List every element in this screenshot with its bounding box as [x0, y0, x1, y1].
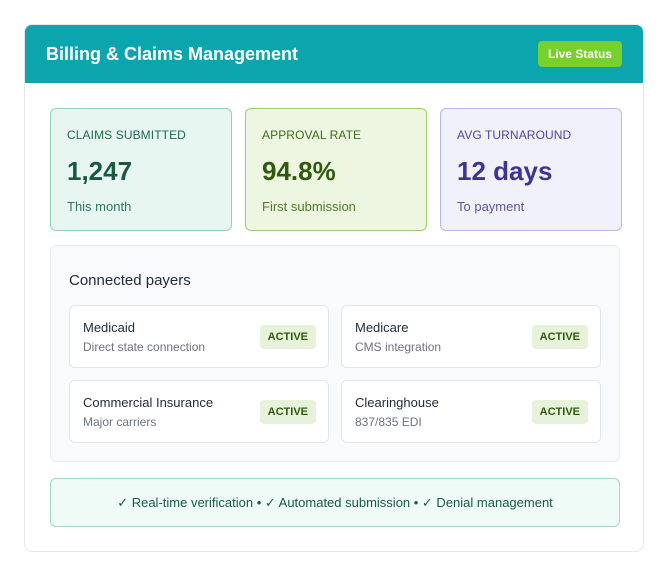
payer-card-clearinghouse[interactable]: Clearinghouse 837/835 EDI ACTIVE [341, 380, 601, 443]
payer-name: Clearinghouse [355, 394, 439, 410]
stat-value: 94.8% [262, 156, 336, 186]
status-badge: ACTIVE [259, 399, 316, 424]
payer-grid: Medicaid Direct state connection ACTIVE … [69, 305, 601, 443]
status-badge: ACTIVE [531, 399, 588, 424]
payer-info: Medicare CMS integration [355, 320, 441, 354]
payer-name: Commercial Insurance [83, 394, 214, 410]
billing-claims-card: Billing & Claims Management Live Status … [24, 24, 644, 552]
stat-label: AVG TURNAROUND [457, 128, 572, 142]
stat-card-avg-turnaround: AVG TURNAROUND 12 days To payment [440, 108, 622, 231]
status-badge: ACTIVE [259, 324, 316, 349]
stat-value: 12 days [457, 156, 553, 186]
payer-description: CMS integration [355, 339, 442, 354]
stats-row: CLAIMS SUBMITTED 1,247 This month APPROV… [50, 108, 622, 231]
stat-card-approval-rate: APPROVAL RATE 94.8% First submission [245, 108, 427, 231]
payer-card-medicaid[interactable]: Medicaid Direct state connection ACTIVE [69, 305, 329, 368]
payer-info: Commercial Insurance Major carriers [83, 395, 213, 429]
stat-value: 1,247 [67, 156, 133, 186]
payer-description: 837/835 EDI [355, 414, 422, 429]
live-status-badge[interactable]: Live Status [537, 41, 622, 67]
stat-subtitle: This month [67, 199, 132, 214]
payer-description: Direct state connection [83, 339, 206, 354]
features-banner: ✓ Real-time verification • ✓ Automated s… [50, 478, 620, 527]
payer-name: Medicare [355, 319, 409, 335]
stat-subtitle: To payment [457, 199, 525, 214]
payer-card-medicare[interactable]: Medicare CMS integration ACTIVE [341, 305, 601, 368]
payer-card-commercial-insurance[interactable]: Commercial Insurance Major carriers ACTI… [69, 380, 329, 443]
stat-label: CLAIMS SUBMITTED [67, 128, 186, 142]
page-title: Billing & Claims Management [46, 43, 299, 64]
payer-name: Medicaid [83, 319, 136, 335]
payer-info: Clearinghouse 837/835 EDI [355, 395, 439, 429]
status-badge: ACTIVE [531, 324, 588, 349]
payer-description: Major carriers [83, 414, 157, 429]
section-title: Connected payers [69, 272, 191, 289]
stat-subtitle: First submission [262, 199, 356, 214]
payer-info: Medicaid Direct state connection [83, 320, 205, 354]
card-header: Billing & Claims Management Live Status [25, 25, 643, 83]
stat-card-claims-submitted: CLAIMS SUBMITTED 1,247 This month [50, 108, 232, 231]
connected-payers-panel: Connected payers Medicaid Direct state c… [50, 245, 620, 462]
stat-label: APPROVAL RATE [262, 128, 362, 142]
